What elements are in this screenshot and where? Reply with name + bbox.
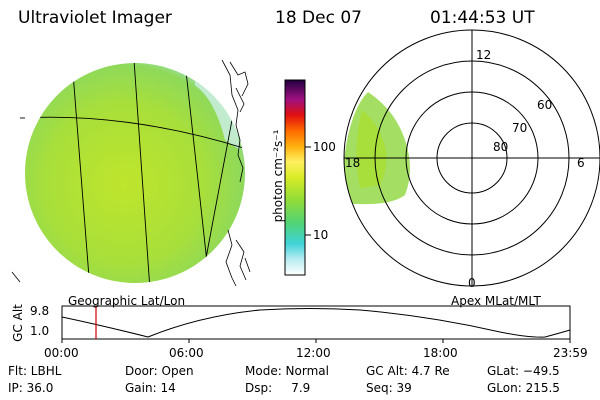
colorbar xyxy=(284,79,311,276)
info-flt: Flt: LBHL xyxy=(8,364,62,378)
coastline-lines xyxy=(11,59,251,287)
info-dsp: Dsp: 7.9 xyxy=(245,381,311,395)
time-tick-0000: 00:00 xyxy=(44,346,79,360)
info-gain: Gain: 14 xyxy=(125,381,176,395)
info-ip: IP: 36.0 xyxy=(8,381,54,395)
colorbar-tick-100: 100 xyxy=(313,140,336,154)
time-tick-1200: 12:00 xyxy=(296,346,331,360)
time-tick-1800: 18:00 xyxy=(423,346,458,360)
altitude-plot xyxy=(61,305,571,343)
altitude-curve xyxy=(61,308,571,338)
time-label: 01:44:53 UT xyxy=(430,8,535,28)
polar-label-18: 18 xyxy=(345,156,361,170)
right-panel-label: Apex MLat/MLT xyxy=(451,294,541,308)
altitude-tick-low: 1.0 xyxy=(30,324,50,338)
colorbar-tick-10: 10 xyxy=(313,228,329,242)
info-mode: Mode: Normal xyxy=(245,364,329,378)
colorbar-unit-label: photon cm⁻²s⁻¹ xyxy=(271,129,285,223)
polar-label-12: 12 xyxy=(476,48,492,62)
polar-plot xyxy=(343,29,600,287)
polar-label-0: 0 xyxy=(468,276,476,290)
polar-label-70: 70 xyxy=(512,121,528,135)
instrument-title: Ultraviolet Imager xyxy=(18,8,172,28)
polar-label-60: 60 xyxy=(537,98,553,112)
time-tick-2359: 23:59 xyxy=(553,346,588,360)
info-door: Door: Open xyxy=(125,364,194,378)
info-gc-alt: GC Alt: 4.7 Re xyxy=(366,364,450,378)
info-glon: GLon: 215.5 xyxy=(487,381,560,395)
info-glat: GLat: −49.5 xyxy=(487,364,560,378)
time-tick-0600: 06:00 xyxy=(169,346,204,360)
polar-label-6: 6 xyxy=(577,156,585,170)
info-seq: Seq: 39 xyxy=(366,381,412,395)
date-label: 18 Dec 07 xyxy=(275,8,362,28)
altitude-axis-label: GC Alt xyxy=(11,304,25,342)
earth-disk-image xyxy=(20,63,245,283)
left-panel-label: Geographic Lat/Lon xyxy=(68,294,186,308)
polar-label-80: 80 xyxy=(493,140,509,154)
altitude-tick-high: 9.8 xyxy=(30,304,50,318)
